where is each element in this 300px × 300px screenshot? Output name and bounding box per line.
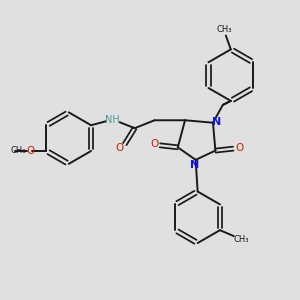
Text: CH₃: CH₃ xyxy=(234,235,250,244)
Text: O: O xyxy=(150,140,158,149)
Text: O: O xyxy=(26,146,35,156)
Text: O: O xyxy=(235,142,243,153)
Text: O: O xyxy=(116,143,124,153)
Text: CH₃: CH₃ xyxy=(11,146,26,155)
Text: NH: NH xyxy=(106,115,120,125)
Text: N: N xyxy=(212,117,222,127)
Text: N: N xyxy=(190,160,199,170)
Text: CH₃: CH₃ xyxy=(216,25,232,34)
